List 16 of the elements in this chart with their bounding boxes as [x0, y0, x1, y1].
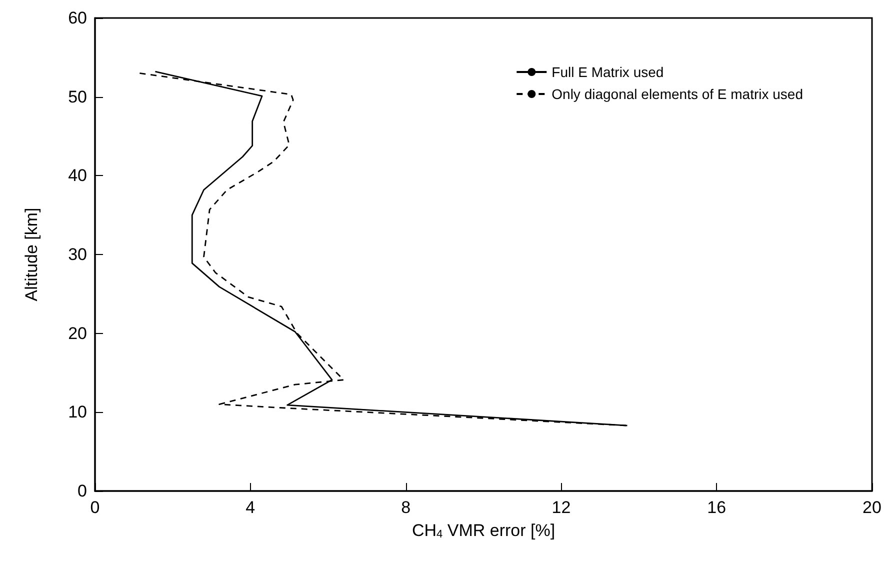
y-axis-title: Altitude [km] — [22, 208, 41, 302]
y-tick-label: 40 — [68, 166, 87, 186]
x-tick-label: 8 — [401, 498, 411, 517]
y-tick-label: 30 — [68, 245, 87, 264]
y-tick-label: 60 — [68, 8, 87, 28]
x-tick-label: 20 — [862, 498, 882, 517]
x-tick-label: 16 — [707, 498, 726, 517]
x-tick-label: 12 — [552, 498, 571, 517]
y-tick-label: 10 — [68, 402, 87, 422]
legend-label: Only diagonal elements of E matrix used — [552, 86, 804, 102]
x-tick-label: 0 — [90, 498, 100, 517]
legend-label: Full E Matrix used — [552, 64, 664, 80]
y-tick-label: 0 — [78, 482, 87, 500]
x-tick-label: 4 — [246, 498, 256, 517]
y-tick-label: 50 — [68, 87, 87, 106]
y-tick-label: 20 — [68, 324, 87, 343]
